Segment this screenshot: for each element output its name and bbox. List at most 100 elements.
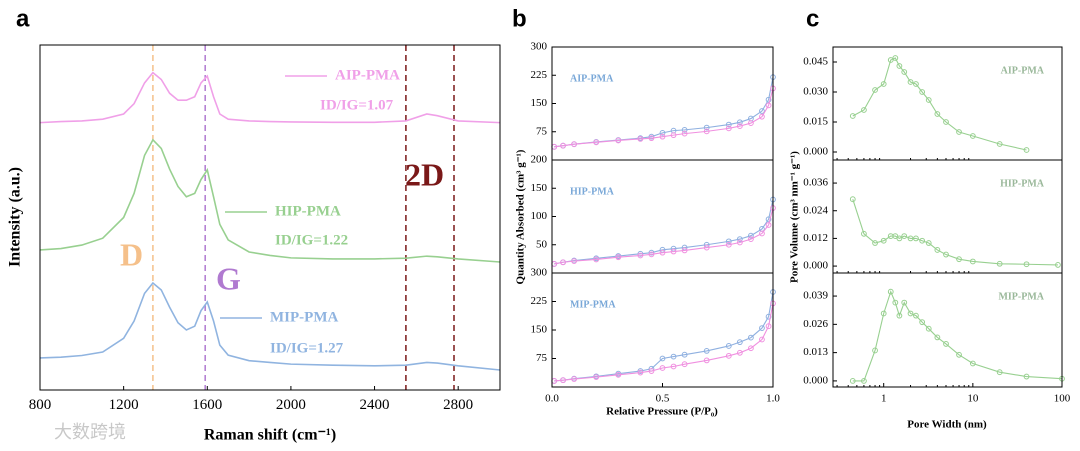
data-point xyxy=(593,256,600,263)
data-point xyxy=(872,347,878,354)
data-point xyxy=(969,258,976,265)
data-point xyxy=(560,259,566,266)
plot-frame xyxy=(551,272,774,388)
data-point xyxy=(615,254,622,261)
y-tick-label: 0.024 xyxy=(803,204,828,216)
x-axis-label: Relative Pressure (P/P₀) xyxy=(606,406,718,418)
data-point xyxy=(1023,147,1030,153)
series-line xyxy=(39,71,501,124)
ratio-label: ID/IG=1.07 xyxy=(320,97,394,113)
data-point xyxy=(849,196,856,203)
x-tick-label: 0.5 xyxy=(656,392,670,404)
peak-label: G xyxy=(216,260,241,296)
data-point xyxy=(925,325,932,332)
data-point xyxy=(765,102,772,109)
panel-label: a xyxy=(16,5,30,32)
data-point xyxy=(748,232,754,239)
data-point xyxy=(956,351,962,358)
data-point xyxy=(615,137,622,144)
data-point xyxy=(748,236,754,243)
data-point xyxy=(637,252,644,259)
series-line xyxy=(39,138,501,263)
data-point xyxy=(887,288,894,295)
data-point xyxy=(759,336,765,343)
x-tick-label: 1200 xyxy=(109,397,139,413)
data-point xyxy=(560,142,566,149)
x-axis-label: Pore Width (nm) xyxy=(907,419,987,431)
data-point xyxy=(659,249,666,256)
panel-label: b xyxy=(512,5,527,32)
data-point xyxy=(648,251,655,258)
data-point xyxy=(736,236,743,243)
x-tick-label: 800 xyxy=(29,397,52,413)
data-point xyxy=(659,133,666,140)
data-point xyxy=(648,135,655,142)
data-point xyxy=(725,241,732,248)
y-tick-label: 0.000 xyxy=(803,260,828,272)
data-point xyxy=(861,230,867,237)
y-tick-label: 150 xyxy=(531,324,548,336)
data-point xyxy=(736,123,743,129)
data-point xyxy=(736,339,743,346)
data-point xyxy=(725,121,732,128)
data-point xyxy=(748,345,754,352)
watermark: 大数跨境 xyxy=(54,422,126,442)
series-name: MIP-PMA xyxy=(270,309,338,325)
x-tick-label: 2000 xyxy=(276,397,306,413)
data-point xyxy=(648,368,655,374)
data-point xyxy=(593,374,600,381)
data-point xyxy=(925,97,932,103)
data-point xyxy=(996,260,1003,267)
data-point xyxy=(934,334,941,341)
data-point xyxy=(956,256,962,263)
x-tick-label: 1.0 xyxy=(766,392,780,404)
data-point xyxy=(571,376,577,382)
data-point xyxy=(901,69,908,75)
y-tick-label: 0.026 xyxy=(803,318,828,330)
series-line xyxy=(554,88,774,148)
data-point xyxy=(670,353,677,360)
data-point xyxy=(919,237,926,244)
data-point xyxy=(880,81,887,87)
y-axis-label: Quantity Absorbed (cm³ g⁻¹) xyxy=(515,149,527,284)
data-point xyxy=(892,299,899,306)
peak-label: 2D xyxy=(405,156,444,192)
x-tick-label: 1600 xyxy=(192,397,222,413)
x-tick-label: 10 xyxy=(967,392,979,404)
subplot-title: MIP-PMA xyxy=(998,291,1044,302)
data-point xyxy=(659,365,666,371)
plot-frame xyxy=(832,272,1063,388)
data-point xyxy=(571,141,577,148)
y-tick-label: 100 xyxy=(531,210,548,222)
data-point xyxy=(1023,261,1030,268)
data-point xyxy=(759,230,765,237)
y-tick-label: 0.015 xyxy=(803,116,828,128)
data-point xyxy=(934,111,941,117)
data-point xyxy=(919,89,926,95)
data-point xyxy=(943,119,949,125)
data-point xyxy=(887,57,894,63)
y-tick-label: 0.000 xyxy=(803,146,828,158)
data-point xyxy=(901,233,908,240)
ratio-label: ID/IG=1.22 xyxy=(275,232,348,248)
panel-label: c xyxy=(806,5,819,32)
series-line xyxy=(852,290,1063,382)
data-point xyxy=(765,216,772,223)
x-tick-label: 100 xyxy=(1054,392,1071,404)
data-point xyxy=(996,369,1003,376)
data-point xyxy=(703,124,710,131)
y-tick-label: 0.039 xyxy=(803,290,828,302)
data-point xyxy=(659,129,666,136)
data-point xyxy=(593,139,600,146)
data-point xyxy=(703,348,710,354)
data-point xyxy=(637,369,644,376)
x-axis-label: Raman shift (cm⁻¹) xyxy=(204,427,336,444)
data-point xyxy=(1023,373,1030,380)
data-point xyxy=(892,55,899,61)
data-point xyxy=(861,378,867,384)
data-point xyxy=(703,128,710,135)
y-tick-label: 0.012 xyxy=(803,232,828,244)
subplot-title: AIP-PMA xyxy=(1001,65,1045,76)
peak-label: D xyxy=(120,236,143,272)
